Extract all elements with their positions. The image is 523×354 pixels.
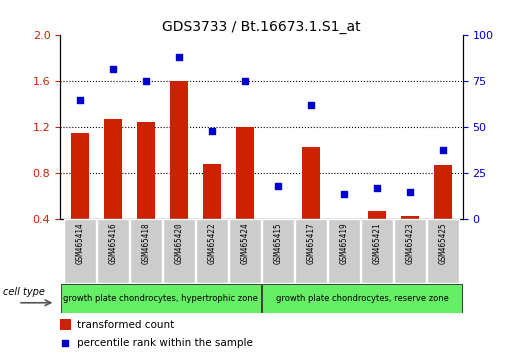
Bar [262,219,294,283]
Bar [401,216,419,219]
Bar [61,284,260,313]
Text: GSM465414: GSM465414 [75,222,84,264]
Point [373,185,381,191]
Bar [302,147,320,219]
Text: GSM465419: GSM465419 [339,222,348,264]
Bar [328,219,360,283]
Point [340,191,348,196]
Text: growth plate chondrocytes, hypertrophic zone: growth plate chondrocytes, hypertrophic … [63,294,258,303]
Point [439,147,447,152]
Text: GSM465416: GSM465416 [108,222,118,264]
Text: GSM465420: GSM465420 [175,222,184,264]
Text: percentile rank within the sample: percentile rank within the sample [77,338,253,348]
Bar [170,81,188,219]
Text: cell type: cell type [3,287,45,297]
Point [274,183,282,189]
Text: GSM465417: GSM465417 [306,222,315,264]
Bar [368,211,386,219]
Bar [434,165,452,219]
Point [61,340,70,346]
Point [406,189,414,195]
Bar [64,219,96,283]
Bar [130,219,162,283]
Text: GSM465425: GSM465425 [439,222,448,264]
Bar [236,127,254,219]
Point [307,103,315,108]
Text: GSM465424: GSM465424 [241,222,249,264]
Bar [60,319,71,330]
Text: growth plate chondrocytes, reserve zone: growth plate chondrocytes, reserve zone [276,294,449,303]
Bar [163,219,195,283]
Text: GSM465422: GSM465422 [208,222,217,264]
Bar [97,219,129,283]
Bar [394,219,426,283]
Bar [361,219,393,283]
Text: GSM465423: GSM465423 [405,222,415,264]
Point [175,55,183,60]
Bar [263,284,462,313]
Bar [104,119,122,219]
Bar [295,219,327,283]
Point [208,128,216,134]
Point [76,97,84,103]
Bar [137,122,155,219]
Bar [71,133,89,219]
Point [241,79,249,84]
Point [109,66,117,72]
Text: GSM465415: GSM465415 [274,222,282,264]
Bar [229,219,261,283]
Bar [427,219,459,283]
Text: transformed count: transformed count [77,320,174,330]
Text: GSM465421: GSM465421 [372,222,382,264]
Bar [196,219,228,283]
Point [142,79,150,84]
Bar [203,164,221,219]
Text: GSM465418: GSM465418 [141,222,151,264]
Title: GDS3733 / Bt.16673.1.S1_at: GDS3733 / Bt.16673.1.S1_at [162,21,361,34]
